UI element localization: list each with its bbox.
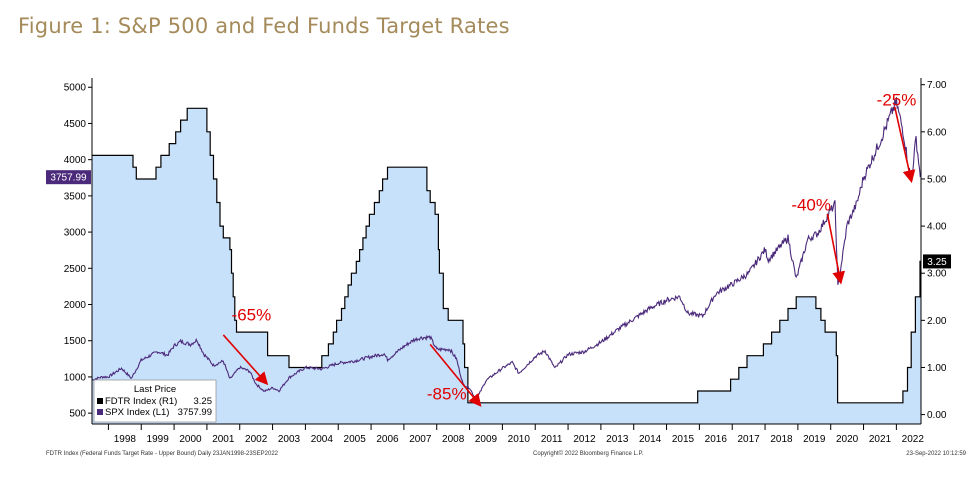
annotation-label: -40%	[791, 195, 831, 214]
y-right-tick-label: 1.00	[927, 363, 947, 374]
axes: 500 1000 1500 2000 2500 3000 3500 4000 4500 5000 0…	[64, 78, 947, 445]
y-right-tick-label: 3.00	[927, 269, 947, 280]
x-tick-label: 2017	[738, 434, 761, 445]
y-right-tick-label: 4.00	[927, 222, 947, 233]
legend-entry-label: SPX Index (L1)	[105, 407, 169, 418]
fdtr-last-value-badge	[923, 254, 951, 269]
legend-title: Last Price	[134, 384, 176, 395]
x-tick-label: 2007	[409, 434, 432, 445]
x-tick-label: 2001	[212, 434, 235, 445]
x-tick-label: 2021	[869, 434, 892, 445]
y-right-tick-label: 7.00	[927, 80, 947, 91]
x-tick-label: 2020	[836, 434, 859, 445]
x-tick-label: 2016	[705, 434, 728, 445]
x-tick-label: 2018	[770, 434, 793, 445]
y-right-tick-label: 5.00	[927, 174, 947, 185]
legend-swatch	[97, 398, 103, 404]
x-tick-label: 1998	[114, 434, 137, 445]
x-tick-label: 2005	[344, 434, 367, 445]
annotation-arrow	[429, 343, 482, 407]
y-left-tick-label: 5000	[64, 83, 87, 94]
x-tick-label: 2015	[672, 434, 695, 445]
spx-last-value-badge	[46, 170, 91, 185]
y-left-tick-label: 1000	[64, 372, 87, 383]
y-right-tick-label: 0.00	[927, 410, 947, 421]
x-tick-label: 2019	[803, 434, 826, 445]
legend-entry-label: FDTR Index (R1)	[105, 396, 177, 407]
x-tick-label: 2002	[245, 434, 268, 445]
x-tick-label: 2003	[278, 434, 301, 445]
x-tick-label: 1999	[147, 434, 170, 445]
y-left-tick-label: 3500	[64, 191, 87, 202]
legend-entry-value: 3.25	[194, 396, 213, 407]
annotation-arrow	[222, 334, 269, 386]
y-left-tick-label: 1500	[64, 336, 87, 347]
annotation-label: -85%	[427, 384, 467, 403]
last-value-badges: 3757.99 3.25	[46, 170, 951, 269]
y-right-tick-label: 6.00	[927, 127, 947, 138]
legend-entry-value: 3757.99	[178, 407, 212, 418]
y-left-tick-label: 2500	[64, 264, 87, 275]
plot-area	[91, 96, 921, 425]
y-left-tick-label: 4000	[64, 155, 87, 166]
y-left-tick-label: 500	[69, 409, 86, 420]
annotation-arrow	[826, 213, 846, 285]
annotation-arrow	[893, 106, 916, 184]
x-tick-label: 2008	[442, 434, 465, 445]
spx-last-value-text: 3757.99	[50, 173, 87, 184]
fdtr-area	[92, 108, 921, 425]
x-tick-label: 2010	[508, 434, 531, 445]
x-tick-label: 2006	[376, 434, 399, 445]
footer-left: FDTR Index (Federal Funds Target Rate - …	[46, 451, 279, 457]
y-right-tick-label: 2.00	[927, 316, 947, 327]
figure-title: Figure 1: S&P 500 and Fed Funds Target R…	[18, 14, 510, 38]
x-tick-label: 2013	[606, 434, 629, 445]
x-tick-label: 2011	[541, 434, 563, 445]
x-tick-label: 2004	[311, 434, 334, 445]
annotation-label: -25%	[877, 90, 917, 109]
x-tick-label: 2009	[475, 434, 498, 445]
x-tick-label: 2022	[902, 434, 925, 445]
fdtr-last-value-text: 3.25	[927, 257, 947, 268]
footer-center: Copyright© 2022 Bloomberg Finance L.P.	[533, 450, 644, 457]
legend-box	[93, 379, 217, 423]
fdtr-line	[92, 107, 921, 404]
y-left-tick-label: 3000	[64, 228, 87, 239]
y-left-tick-label: 2000	[64, 300, 87, 311]
spx-line	[91, 96, 921, 401]
x-tick-label: 2000	[179, 434, 202, 445]
annotations: -65% -85% -40% -25%	[222, 90, 917, 407]
legend-swatch	[97, 409, 103, 415]
y-left-tick-label: 4500	[64, 119, 87, 130]
x-tick-label: 2012	[573, 434, 596, 445]
x-tick-label: 2014	[639, 434, 662, 445]
footer-right: 23-Sep-2022 10:12:59	[906, 451, 966, 457]
annotation-label: -65%	[232, 305, 272, 324]
